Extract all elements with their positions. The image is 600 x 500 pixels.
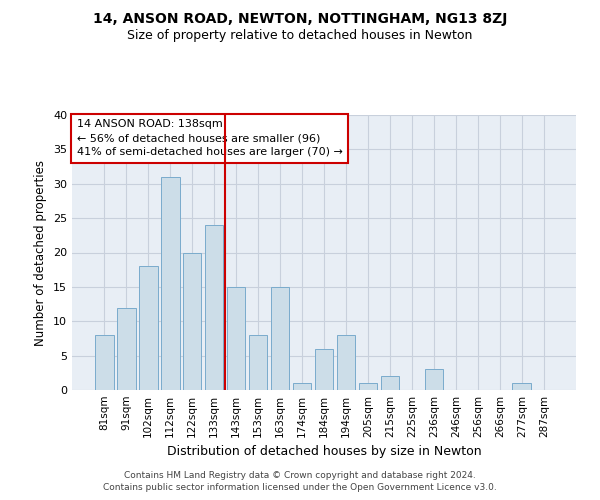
Bar bbox=[227, 287, 245, 390]
Bar bbox=[161, 177, 179, 390]
Bar bbox=[314, 349, 334, 390]
Bar bbox=[249, 335, 268, 390]
Bar bbox=[512, 383, 531, 390]
Bar bbox=[271, 287, 289, 390]
Text: Contains HM Land Registry data © Crown copyright and database right 2024.
Contai: Contains HM Land Registry data © Crown c… bbox=[103, 471, 497, 492]
Bar bbox=[293, 383, 311, 390]
Bar bbox=[205, 225, 223, 390]
Text: Size of property relative to detached houses in Newton: Size of property relative to detached ho… bbox=[127, 29, 473, 42]
Y-axis label: Number of detached properties: Number of detached properties bbox=[34, 160, 47, 346]
Bar bbox=[183, 252, 202, 390]
Bar bbox=[139, 266, 158, 390]
Bar bbox=[380, 376, 399, 390]
Bar bbox=[359, 383, 377, 390]
Bar bbox=[95, 335, 113, 390]
Bar bbox=[337, 335, 355, 390]
Text: 14 ANSON ROAD: 138sqm
← 56% of detached houses are smaller (96)
41% of semi-deta: 14 ANSON ROAD: 138sqm ← 56% of detached … bbox=[77, 119, 343, 157]
Bar bbox=[425, 370, 443, 390]
Bar bbox=[117, 308, 136, 390]
Text: 14, ANSON ROAD, NEWTON, NOTTINGHAM, NG13 8ZJ: 14, ANSON ROAD, NEWTON, NOTTINGHAM, NG13… bbox=[93, 12, 507, 26]
X-axis label: Distribution of detached houses by size in Newton: Distribution of detached houses by size … bbox=[167, 446, 481, 458]
